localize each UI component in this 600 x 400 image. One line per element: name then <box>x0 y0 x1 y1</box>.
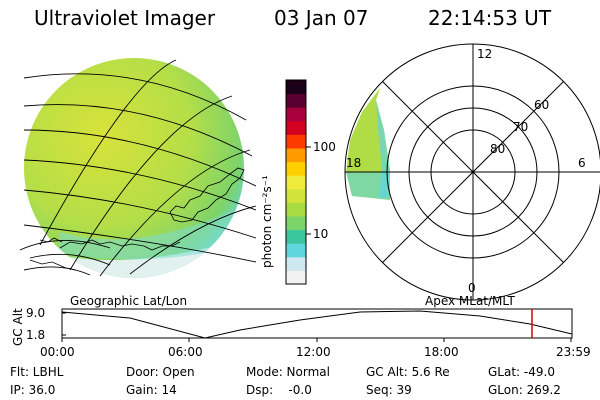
disk-image <box>24 58 244 278</box>
orbit-timeline <box>61 308 573 342</box>
coastline <box>29 167 245 271</box>
filter-info: Flt: LBHL <box>10 365 64 379</box>
mlat-label-60: 60 <box>534 98 550 112</box>
colorbar <box>286 80 306 285</box>
colorbar-segment <box>286 229 306 244</box>
colorbar-segment <box>286 148 306 163</box>
time-label: 22:14:53 UT <box>428 6 552 30</box>
geographic-panel-label: Geographic Lat/Lon <box>70 294 188 308</box>
disk-dim-band <box>60 205 244 260</box>
colorbar-segment <box>286 216 306 231</box>
graticule <box>19 59 257 277</box>
ip-info: IP: 36.0 <box>10 383 56 397</box>
colorbar-segment <box>286 270 306 285</box>
colorbar-segment <box>286 256 306 271</box>
mode-info: Mode: Normal <box>246 365 330 379</box>
colorbar-segment <box>286 120 306 135</box>
colorbar-segment <box>286 107 306 122</box>
timeline-x-tick: 00:00 <box>40 345 75 359</box>
colorbar-unit-label: photon cm⁻²s⁻¹ <box>260 175 274 268</box>
timeline-y-tick-min: 1.8 <box>26 328 46 342</box>
gain-info: Gain: 14 <box>126 383 177 397</box>
mlat-label-80: 80 <box>490 142 506 156</box>
timeline-x-tick: 12:00 <box>296 345 331 359</box>
date-label: 03 Jan 07 <box>274 6 369 30</box>
mlat-label-70: 70 <box>513 120 529 134</box>
dsp-info: Dsp: -0.0 <box>246 383 312 397</box>
glon-info: GLon: 269.2 <box>488 383 561 397</box>
colorbar-frame <box>285 79 307 285</box>
colorbar-segment <box>286 93 306 108</box>
colorbar-segment <box>286 134 306 149</box>
apex-panel-label: Apex MLat/MLT <box>425 294 515 308</box>
mlt-label-18: 18 <box>346 156 362 170</box>
polar-plot <box>344 43 600 301</box>
colorbar-segment <box>286 188 306 203</box>
mlt-label-6: 6 <box>578 156 586 170</box>
colorbar-segment <box>286 202 306 217</box>
geographic-disk <box>19 58 257 278</box>
colorbar-segment <box>286 175 306 190</box>
instrument-title: Ultraviolet Imager <box>34 6 216 30</box>
gc-alt-info: GC Alt: 5.6 Re <box>366 365 450 379</box>
timeline-y-tick-max: 9.0 <box>26 306 46 320</box>
mlt-label-0: 0 <box>468 281 476 295</box>
colorbar-tick-label-100: 100 <box>313 140 336 154</box>
glat-info: GLat: -49.0 <box>488 365 555 379</box>
colorbar-segment <box>286 243 306 258</box>
seq-info: Seq: 39 <box>366 383 412 397</box>
colorbar-segment <box>286 80 306 95</box>
mlt-label-12: 12 <box>477 47 493 61</box>
timeline-x-tick: 23:59 <box>556 345 591 359</box>
door-info: Door: Open <box>126 365 195 379</box>
timeline-x-tick: 18:00 <box>424 345 459 359</box>
timeline-x-tick: 06:00 <box>168 345 203 359</box>
timeline-y-label: GC Alt <box>11 308 25 346</box>
colorbar-segment <box>286 161 306 176</box>
colorbar-tick-label-10: 10 <box>313 227 329 241</box>
altitude-curve <box>61 310 573 339</box>
